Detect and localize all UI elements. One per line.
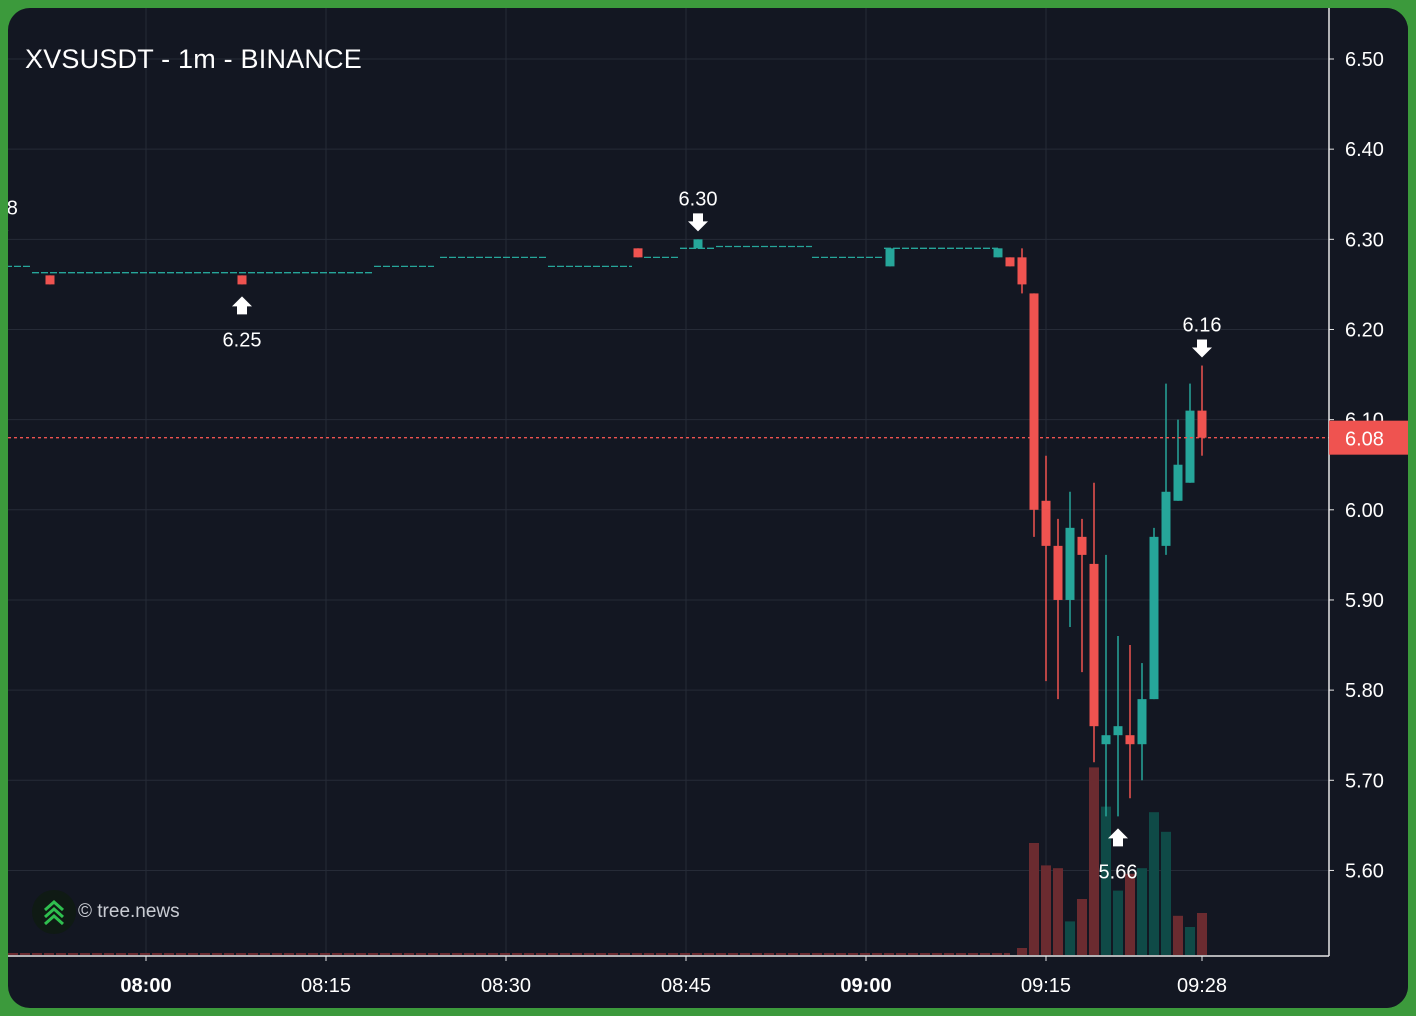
last-price-badge	[1329, 420, 1408, 455]
volume-bar	[1089, 767, 1099, 955]
chart-title: XVSUSDT - 1m - BINANCE	[25, 44, 362, 74]
volume-bar	[1185, 927, 1195, 955]
annotation-label: 6.28	[8, 197, 18, 219]
tree-news-logo-icon	[32, 890, 76, 934]
price-axis-label: 5.60	[1345, 860, 1384, 882]
time-axis-label: 08:45	[661, 975, 711, 997]
volume-bar	[1113, 890, 1123, 955]
candle-body	[1149, 536, 1159, 700]
volume-bar	[1053, 868, 1063, 955]
time-axis-label: 09:28	[1177, 975, 1227, 997]
annotation-arrow-down-icon	[688, 213, 708, 232]
candle-body	[885, 248, 895, 267]
chart-frame: 6.286.256.305.666.166.506.406.306.206.10…	[8, 8, 1408, 1008]
time-axis-label: 08:15	[301, 975, 351, 997]
volume-bar	[1101, 806, 1111, 955]
annotation-arrow-up-icon	[232, 296, 252, 315]
volume-bar	[1125, 873, 1135, 955]
price-axis-label: 5.80	[1345, 680, 1384, 702]
time-axis-label: 08:30	[481, 975, 531, 997]
candle-body	[1065, 527, 1075, 600]
annotation-label: 6.25	[223, 329, 262, 351]
candle-body	[1161, 491, 1171, 546]
price-axis-label: 5.70	[1345, 770, 1384, 792]
candle-body	[1197, 410, 1207, 438]
candle-body	[1125, 735, 1135, 745]
price-axis-label: 6.20	[1345, 319, 1384, 341]
candle-body	[1077, 536, 1087, 555]
candle-body	[1113, 726, 1123, 736]
candle-body	[1101, 735, 1111, 745]
volume-bar	[1017, 948, 1027, 955]
candle-body	[693, 239, 703, 249]
candle-body	[1005, 257, 1015, 267]
volume-bar	[1041, 865, 1051, 955]
volume-bar	[1029, 843, 1039, 955]
annotation-label: 6.16	[1183, 315, 1222, 337]
candle-body	[237, 275, 247, 285]
time-axis-label: 08:00	[120, 975, 171, 997]
annotation-arrow-up-icon	[1108, 828, 1128, 847]
volume-bar	[1149, 812, 1159, 955]
price-axis-label: 6.00	[1345, 500, 1384, 522]
candle-body	[993, 248, 1003, 258]
price-axis-label: 6.50	[1345, 49, 1384, 71]
candle-body	[45, 275, 55, 285]
price-chart[interactable]: 6.286.256.305.666.166.506.406.306.206.10…	[8, 8, 1408, 1008]
watermark-text: © tree.news	[78, 901, 180, 922]
candle-body	[633, 248, 643, 258]
annotation-label: 6.30	[679, 188, 718, 210]
candle-body	[1017, 257, 1027, 285]
candle-body	[1041, 500, 1051, 546]
volume-bar	[1137, 868, 1147, 955]
price-axis-label: 6.30	[1345, 229, 1384, 251]
annotation-arrow-down-icon	[1192, 339, 1212, 358]
candle-body	[1137, 699, 1147, 745]
volume-bar	[1173, 915, 1183, 955]
volume-bar	[1197, 913, 1207, 955]
time-axis-label: 09:15	[1021, 975, 1071, 997]
price-axis-label: 5.90	[1345, 590, 1384, 612]
candle-body	[1089, 563, 1099, 727]
annotation-label: 5.66	[1099, 861, 1138, 883]
volume-bar	[1161, 831, 1171, 955]
watermark: © tree.news	[32, 890, 180, 934]
volume-bar	[1077, 899, 1087, 955]
candle-body	[1029, 293, 1039, 510]
time-axis-label: 09:00	[840, 975, 891, 997]
candle-body	[1053, 545, 1063, 600]
candle-body	[1185, 410, 1195, 483]
price-axis-label: 6.40	[1345, 139, 1384, 161]
price-axis-bg	[1329, 8, 1408, 1008]
volume-bar	[1065, 921, 1075, 955]
candle-body	[1173, 464, 1183, 501]
last-price-value: 6.08	[1345, 429, 1384, 451]
